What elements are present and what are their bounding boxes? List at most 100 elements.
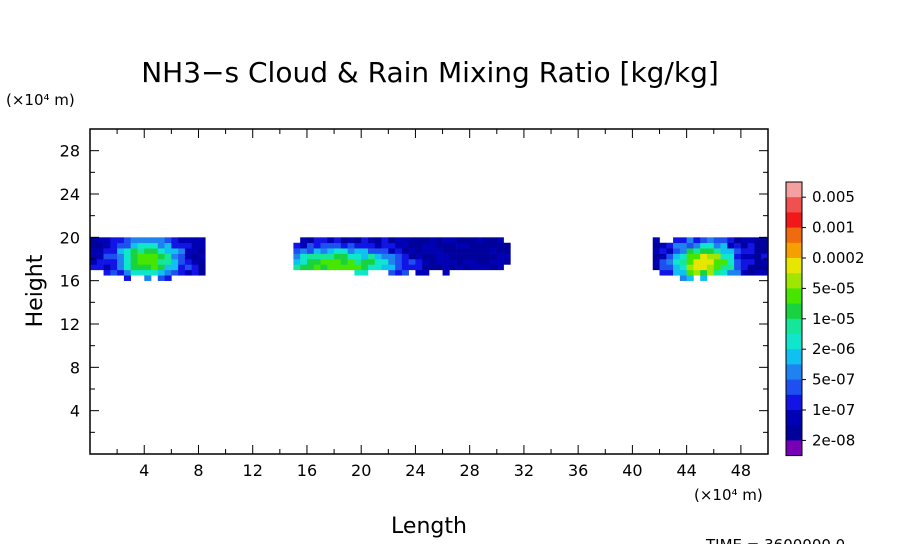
field-cell [178, 269, 186, 276]
field-cell [469, 242, 477, 249]
field-cell [347, 242, 355, 249]
field-cell [130, 248, 138, 254]
field-cell [374, 248, 382, 254]
field-cell [700, 269, 708, 276]
field-cell [354, 259, 362, 265]
field-cell [117, 253, 125, 260]
field-cell [483, 264, 491, 271]
field-cell [435, 242, 443, 249]
field-cell [686, 248, 694, 254]
field-cell [476, 248, 484, 254]
field-cell [130, 259, 138, 265]
field-cell [666, 253, 674, 260]
field-cell [151, 248, 159, 254]
x-tick-label: 48 [731, 461, 751, 480]
field-cell [462, 253, 470, 260]
field-cell [198, 242, 206, 249]
field-cell [747, 259, 755, 265]
field-cell [490, 248, 498, 254]
field-cell [367, 248, 376, 254]
field-cell [706, 264, 715, 271]
field-cell [408, 264, 416, 271]
field-cell [381, 259, 389, 265]
field-cell [320, 259, 328, 265]
field-cell [673, 269, 681, 276]
field-cell [144, 264, 152, 271]
field-cell [693, 242, 701, 249]
field-cell [178, 237, 186, 244]
field-cell [395, 264, 403, 271]
field-cell [401, 264, 409, 271]
field-cell [381, 237, 389, 244]
field-cell [96, 242, 104, 249]
field-cell [313, 237, 321, 244]
field-cell [191, 237, 199, 244]
x-axis-label: Length [391, 514, 467, 539]
field-cell [476, 264, 484, 271]
field-cell [761, 259, 768, 265]
field-cell [666, 264, 674, 271]
field-cell [388, 264, 396, 271]
field-cell [686, 237, 694, 244]
field-cell [462, 264, 470, 271]
field-cell [123, 264, 131, 271]
field-cell [306, 237, 315, 244]
field-cell [395, 253, 403, 260]
field-cell [720, 259, 728, 265]
field-cell [171, 242, 179, 249]
field-cell [103, 269, 111, 276]
field-cell [395, 242, 403, 249]
colorbar-swatch [786, 349, 802, 365]
x-tick-label: 4 [139, 461, 149, 480]
field-cell [686, 242, 694, 249]
field-cell [157, 269, 165, 276]
field-cell [90, 248, 98, 254]
field-cell [367, 259, 376, 265]
field-cell [747, 248, 755, 254]
field-cell [340, 259, 348, 265]
field-cell [381, 253, 389, 260]
field-cell [103, 259, 111, 265]
field-cell [659, 264, 667, 271]
field-cell [415, 259, 423, 265]
field-cell [320, 248, 328, 254]
field-cell [300, 237, 308, 244]
field-cell [734, 259, 742, 265]
field-cell [130, 264, 138, 271]
field-cell [361, 269, 369, 276]
field-cell [720, 248, 728, 254]
field-cell [395, 269, 403, 276]
colorbar-swatch [786, 197, 802, 213]
y-axis-unit: (×10⁴ m) [6, 91, 75, 109]
field-cell [442, 264, 450, 271]
field-cell [720, 269, 728, 276]
field-cell [659, 269, 667, 276]
field-cell [727, 237, 735, 244]
field-cell [144, 242, 152, 249]
field-cell [171, 264, 179, 271]
field-cell [483, 248, 491, 254]
field-cell [666, 269, 674, 276]
field-cell [388, 242, 396, 249]
field-cell [137, 269, 145, 276]
field-cell [123, 248, 131, 254]
field-cell [334, 253, 342, 260]
field-cell [490, 237, 498, 244]
field-cell [313, 242, 321, 249]
field-cell [367, 242, 376, 249]
field-cell [727, 269, 735, 276]
field-cell [673, 237, 681, 244]
field-cell [164, 253, 172, 260]
field-cell [435, 253, 443, 260]
x-tick-label: 20 [351, 461, 371, 480]
field-cell [706, 253, 715, 260]
field-cell [503, 253, 511, 260]
field-cell [151, 259, 159, 265]
field-cell [198, 248, 206, 254]
field-cell [679, 264, 687, 271]
field-cell [401, 253, 409, 260]
x-tick-label: 24 [405, 461, 425, 480]
field-cell [727, 248, 735, 254]
field-cell [300, 253, 308, 260]
field-cell [117, 237, 125, 244]
